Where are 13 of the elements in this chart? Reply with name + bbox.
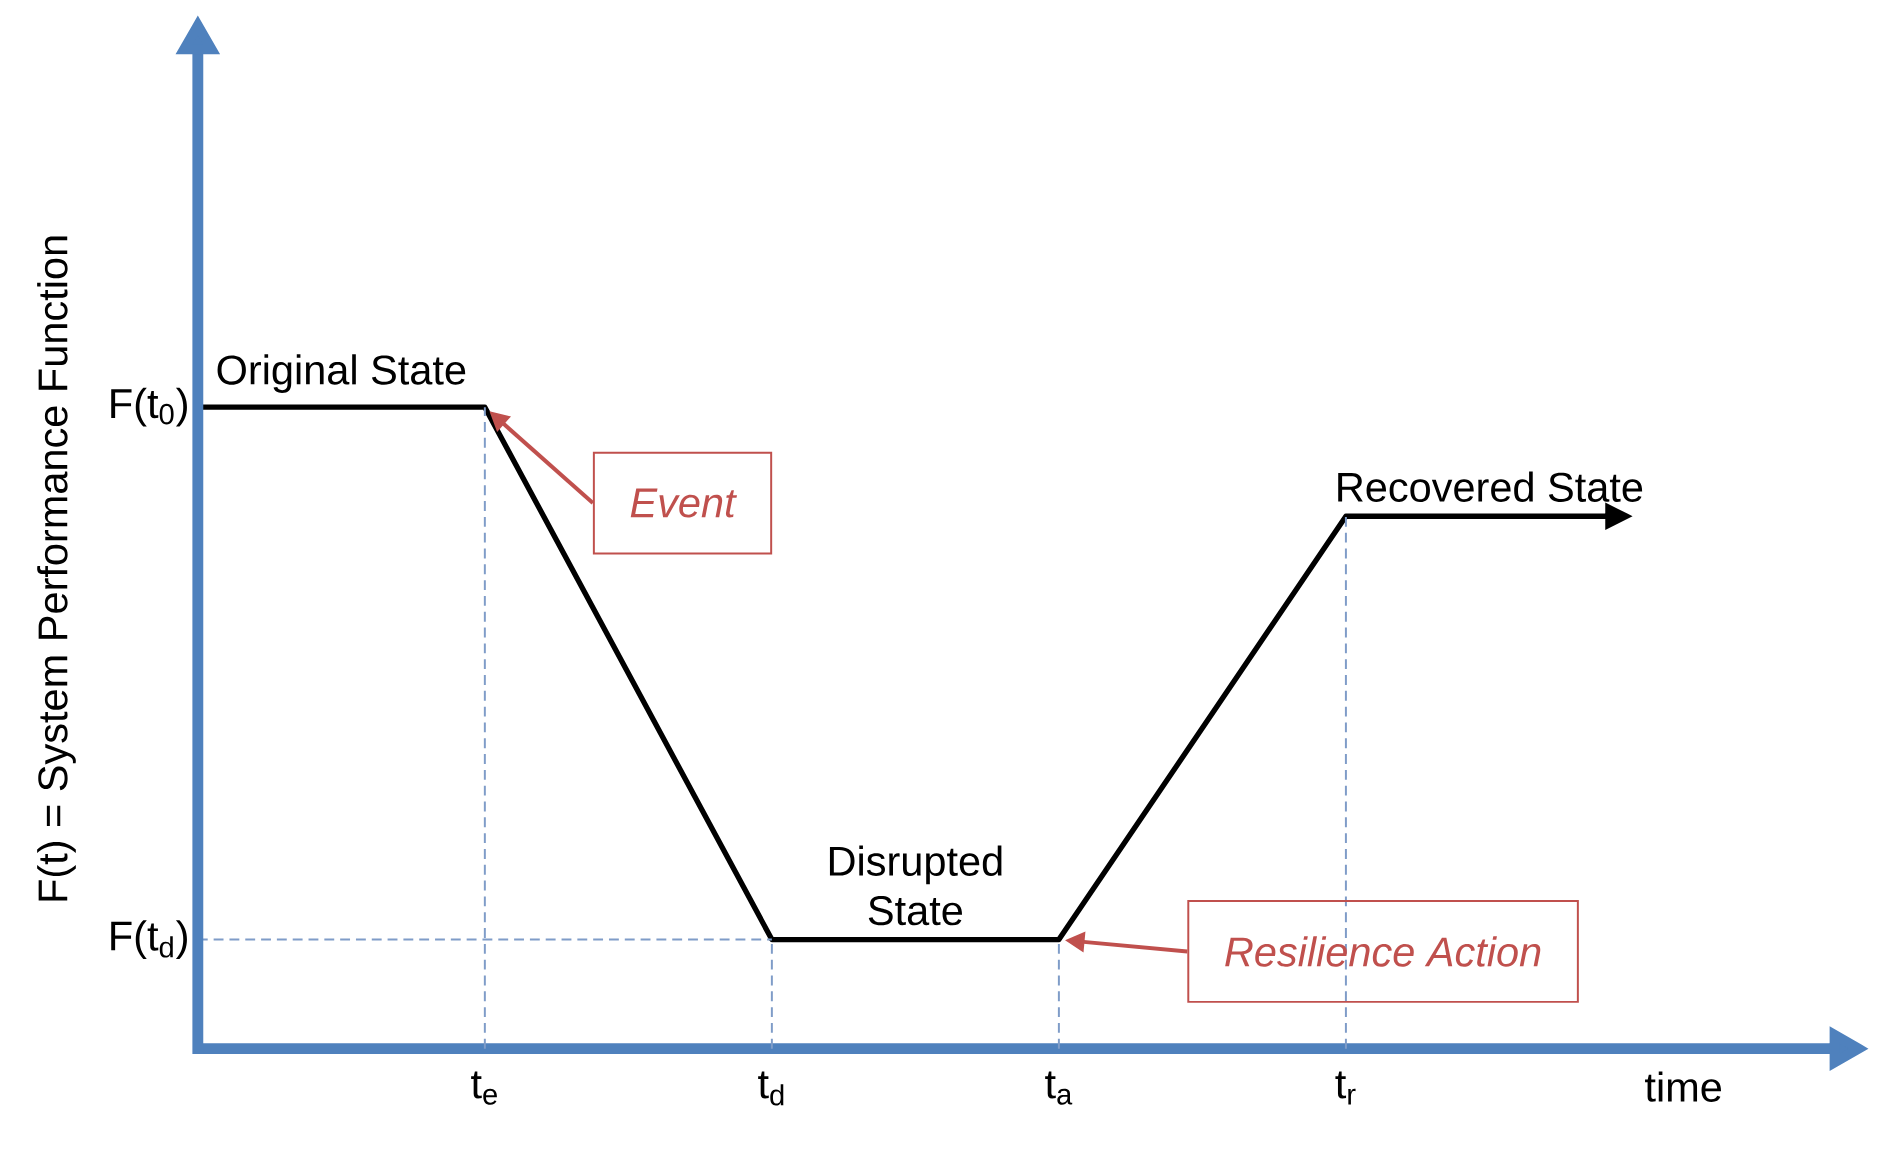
annotation: Resilience Action bbox=[1225, 936, 1541, 967]
ref-line-label: F(t$_{d}$) bbox=[111, 920, 187, 959]
annotation: Disrupted State bbox=[829, 845, 1002, 926]
annotation: Recovered State bbox=[1338, 471, 1643, 502]
text: F(t$_{0}$) bbox=[111, 387, 187, 427]
y-axis-title: F(t) = System Performance Function bbox=[37, 236, 76, 901]
x-tick-label: t$_{d}$ bbox=[758, 1071, 784, 1106]
x-tick-label: t$_{a}$ bbox=[1045, 1071, 1073, 1105]
x-axis-title: time bbox=[1645, 1071, 1722, 1102]
annotation: Event bbox=[630, 488, 738, 518]
x-tick-label: t$_{e}$ bbox=[471, 1071, 497, 1105]
x-tick-label: t$_{r}$ bbox=[1335, 1071, 1356, 1105]
annotation: Original State bbox=[217, 354, 466, 393]
